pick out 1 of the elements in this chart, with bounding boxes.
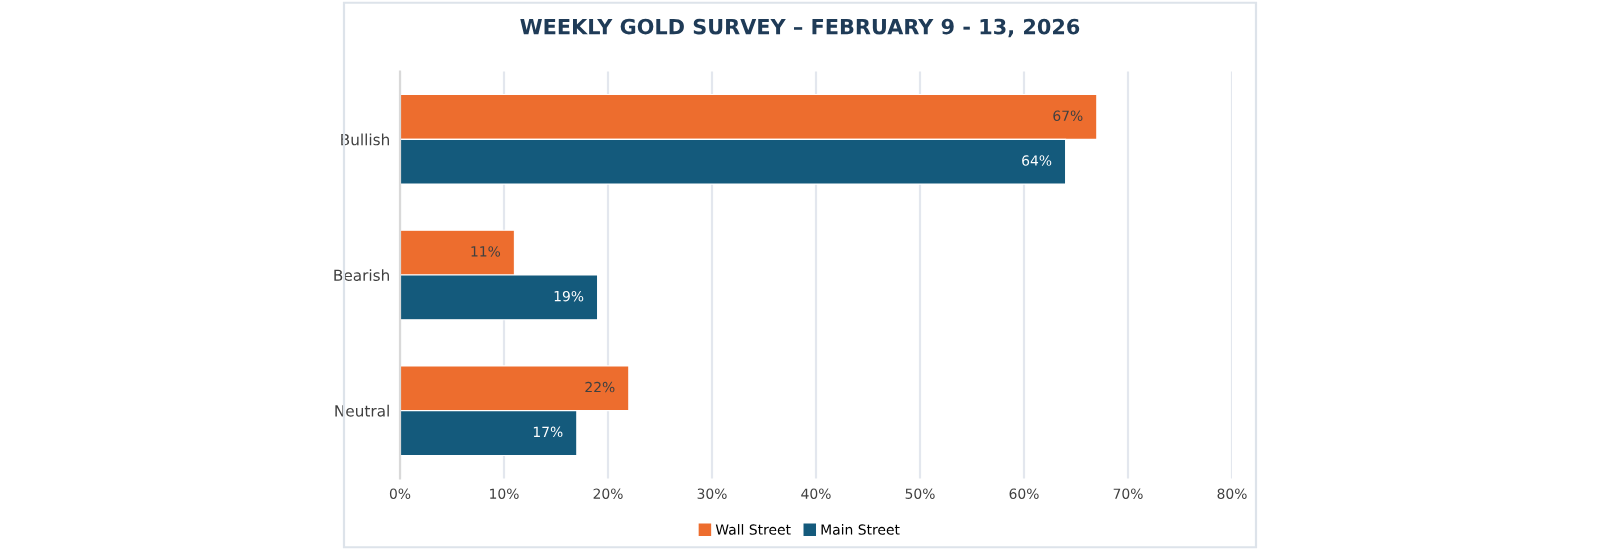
chart-title: WEEKLY GOLD SURVEY – FEBRUARY 9 - 13, 2026: [520, 18, 1080, 38]
